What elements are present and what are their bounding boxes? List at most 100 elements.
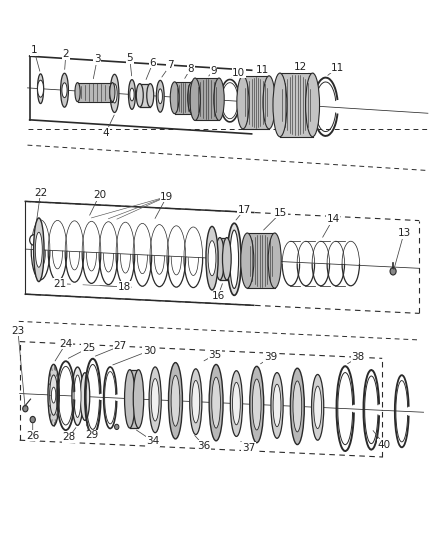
Text: 2: 2 bbox=[63, 49, 69, 59]
Circle shape bbox=[115, 424, 119, 430]
Ellipse shape bbox=[171, 375, 180, 426]
Text: 39: 39 bbox=[264, 352, 277, 362]
Text: 12: 12 bbox=[294, 62, 307, 72]
Text: 34: 34 bbox=[146, 436, 159, 446]
Text: 24: 24 bbox=[59, 338, 72, 349]
Ellipse shape bbox=[49, 375, 57, 415]
Ellipse shape bbox=[268, 233, 281, 288]
Ellipse shape bbox=[124, 370, 135, 428]
Text: 29: 29 bbox=[85, 430, 99, 440]
Ellipse shape bbox=[215, 238, 224, 280]
FancyBboxPatch shape bbox=[243, 76, 269, 129]
Text: 5: 5 bbox=[127, 53, 133, 63]
Ellipse shape bbox=[190, 78, 200, 120]
Text: 3: 3 bbox=[94, 54, 100, 64]
FancyBboxPatch shape bbox=[247, 233, 275, 288]
Circle shape bbox=[390, 268, 396, 275]
Ellipse shape bbox=[110, 74, 119, 112]
Ellipse shape bbox=[151, 378, 159, 421]
Ellipse shape bbox=[158, 89, 162, 104]
Ellipse shape bbox=[263, 76, 275, 129]
Ellipse shape bbox=[72, 367, 83, 425]
Text: 40: 40 bbox=[378, 440, 391, 450]
Circle shape bbox=[30, 416, 35, 423]
Circle shape bbox=[30, 235, 39, 245]
Ellipse shape bbox=[74, 375, 81, 417]
Ellipse shape bbox=[147, 84, 154, 107]
Text: 17: 17 bbox=[238, 205, 251, 215]
Ellipse shape bbox=[306, 73, 320, 137]
Ellipse shape bbox=[60, 73, 68, 107]
Text: 4: 4 bbox=[102, 127, 109, 138]
Ellipse shape bbox=[212, 377, 220, 428]
Text: 9: 9 bbox=[210, 66, 217, 76]
Ellipse shape bbox=[241, 233, 254, 288]
Text: 10: 10 bbox=[232, 68, 245, 78]
Ellipse shape bbox=[190, 369, 202, 434]
Ellipse shape bbox=[110, 83, 115, 102]
Text: 36: 36 bbox=[197, 441, 210, 450]
Ellipse shape bbox=[34, 218, 44, 281]
Ellipse shape bbox=[169, 362, 183, 439]
Text: 30: 30 bbox=[143, 346, 156, 356]
Text: 22: 22 bbox=[34, 188, 47, 198]
Ellipse shape bbox=[80, 373, 90, 421]
Ellipse shape bbox=[112, 84, 117, 103]
Ellipse shape bbox=[38, 74, 44, 103]
FancyBboxPatch shape bbox=[195, 78, 219, 120]
FancyBboxPatch shape bbox=[175, 82, 192, 114]
Ellipse shape bbox=[230, 230, 239, 288]
Text: 26: 26 bbox=[26, 431, 39, 440]
Ellipse shape bbox=[214, 78, 224, 120]
Ellipse shape bbox=[38, 80, 44, 97]
Text: 6: 6 bbox=[149, 58, 156, 68]
Text: 27: 27 bbox=[113, 341, 127, 351]
Ellipse shape bbox=[237, 76, 249, 129]
Text: 7: 7 bbox=[167, 60, 173, 70]
Ellipse shape bbox=[290, 368, 304, 445]
Ellipse shape bbox=[230, 370, 243, 437]
Ellipse shape bbox=[273, 384, 281, 426]
Text: 8: 8 bbox=[187, 63, 194, 74]
Ellipse shape bbox=[252, 379, 261, 430]
Ellipse shape bbox=[75, 83, 80, 102]
Text: 37: 37 bbox=[242, 442, 255, 453]
Ellipse shape bbox=[170, 82, 179, 114]
Text: 1: 1 bbox=[31, 45, 37, 55]
Text: 13: 13 bbox=[397, 228, 410, 238]
Ellipse shape bbox=[192, 381, 200, 423]
Ellipse shape bbox=[314, 386, 321, 429]
FancyBboxPatch shape bbox=[220, 238, 227, 280]
Text: 25: 25 bbox=[82, 343, 95, 353]
Ellipse shape bbox=[250, 366, 264, 443]
Ellipse shape bbox=[149, 367, 161, 433]
Ellipse shape bbox=[273, 73, 287, 137]
Ellipse shape bbox=[156, 80, 164, 112]
Text: 14: 14 bbox=[326, 214, 339, 224]
Text: 11: 11 bbox=[256, 65, 269, 75]
FancyBboxPatch shape bbox=[140, 84, 150, 107]
Ellipse shape bbox=[271, 373, 283, 438]
Text: 38: 38 bbox=[352, 352, 365, 362]
Circle shape bbox=[23, 406, 28, 412]
Ellipse shape bbox=[51, 387, 56, 403]
Ellipse shape bbox=[35, 232, 42, 267]
Ellipse shape bbox=[233, 382, 240, 425]
Ellipse shape bbox=[208, 241, 216, 276]
Ellipse shape bbox=[311, 375, 324, 440]
Ellipse shape bbox=[206, 227, 218, 290]
Text: 35: 35 bbox=[208, 350, 221, 360]
Text: 21: 21 bbox=[53, 279, 67, 289]
Ellipse shape bbox=[136, 84, 143, 107]
FancyBboxPatch shape bbox=[78, 83, 113, 102]
Text: 23: 23 bbox=[11, 326, 25, 336]
FancyBboxPatch shape bbox=[130, 370, 138, 428]
Ellipse shape bbox=[223, 238, 231, 280]
FancyBboxPatch shape bbox=[280, 73, 313, 137]
Ellipse shape bbox=[130, 88, 134, 101]
Ellipse shape bbox=[133, 370, 144, 428]
Text: 15: 15 bbox=[274, 208, 287, 218]
Text: 28: 28 bbox=[62, 432, 75, 442]
Text: 16: 16 bbox=[212, 290, 225, 301]
Ellipse shape bbox=[128, 79, 135, 109]
